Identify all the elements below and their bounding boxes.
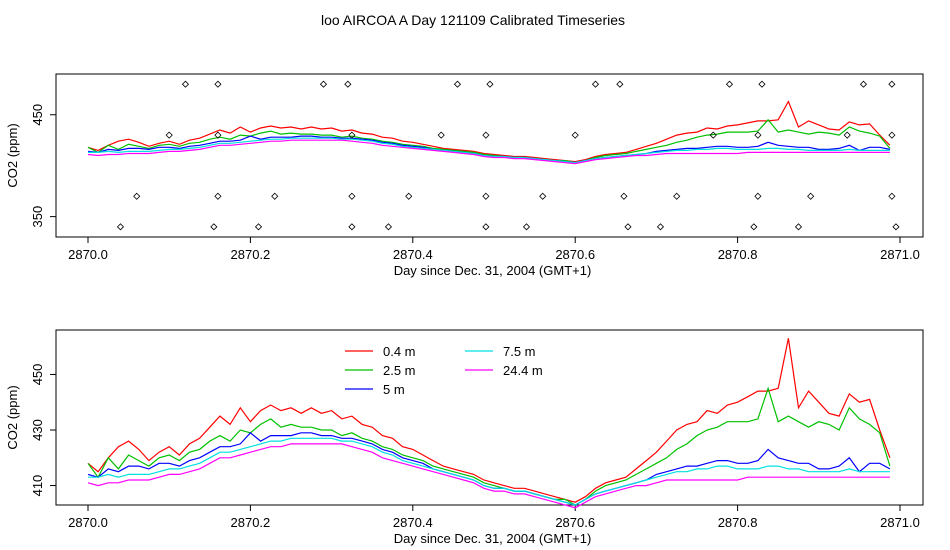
y-tick-label: 430 [30,419,45,441]
chart-title: loo AIRCOA A Day 121109 Calibrated Times… [321,12,625,28]
x-axis-label: Day since Dec. 31, 2004 (GMT+1) [394,263,592,278]
data-marker [165,131,173,139]
data-marker [453,80,462,88]
series-line-1 [87,118,891,164]
x-tick-label: 2870.4 [393,515,433,530]
data-marker [616,80,624,88]
x-tick-label: 2870.2 [231,515,271,530]
bottom-panel: 2870.0 2870.2 2870.4 2870.6 2870.8 2871.0 410 4… [5,329,924,546]
data-marker [888,131,896,139]
x-tick-label: 2870.0 [68,247,108,262]
x-tick-label: 2870.6 [555,515,595,530]
y-tick-label: 350 [30,206,45,228]
data-marker [319,80,328,88]
data-marker [624,223,632,231]
x-tick-label: 2870.0 [68,515,108,530]
data-marker [591,80,600,88]
data-marker [344,80,352,88]
data-marker [482,223,490,231]
data-marker [482,131,490,139]
data-marker [794,223,803,231]
series-line-4 [87,139,890,165]
x-tick-label: 2870.6 [555,247,595,262]
y-tick-label: 410 [30,475,45,497]
legend-label: 24.4 m [503,363,543,378]
series-line-1 [87,386,891,506]
data-marker [210,223,218,231]
series-line-3 [88,437,890,506]
data-marker [571,131,579,139]
data-marker [807,192,815,200]
data-marker [725,80,734,88]
data-marker [348,192,356,200]
data-marker [384,223,393,231]
data-marker [888,192,896,200]
data-marker [116,223,125,231]
data-marker [214,80,222,88]
data-marker [214,192,222,200]
series-line-0 [87,338,891,503]
x-axis-label: Day since Dec. 31, 2004 (GMT+1) [394,531,592,546]
x-tick-label: 2871.0 [880,515,920,530]
data-marker [437,131,445,139]
data-marker [133,192,141,200]
data-marker [859,80,868,88]
data-marker [754,131,762,139]
data-marker [522,223,531,231]
legend-label: 2.5 m [383,363,416,378]
data-marker [348,223,356,231]
series-line-4 [87,443,890,509]
x-tick-label: 2870.2 [231,247,271,262]
series-line-0 [87,100,891,163]
legend-label: 7.5 m [503,344,536,359]
plot-frame [55,73,924,238]
data-marker [673,192,681,200]
y-tick-label: 450 [30,364,45,386]
data-marker [892,223,900,231]
data-marker [620,192,628,200]
data-marker [214,131,222,139]
data-marker [888,80,896,88]
data-marker [482,192,490,200]
data-marker [656,223,665,231]
top-panel: 2870.0 2870.2 2870.4 2870.6 2870.8 2871.0 350 4… [5,73,924,278]
data-marker [271,192,279,200]
data-marker [758,80,766,88]
plot-frame [55,329,924,506]
data-marker [486,80,494,88]
y-tick-label: 450 [30,104,45,126]
data-marker [348,131,356,139]
data-marker [754,192,762,200]
x-tick-label: 2870.4 [393,247,433,262]
x-tick-label: 2871.0 [880,247,920,262]
data-marker [750,223,758,231]
x-tick-label: 2870.8 [718,247,758,262]
x-tick-label: 2870.8 [718,515,758,530]
series-line-2 [87,431,891,506]
data-marker [709,131,717,139]
y-axis-label: CO2 (ppm) [5,123,20,187]
legend-label: 0.4 m [383,344,416,359]
data-marker [843,131,851,139]
series-line-3 [88,137,890,164]
legend-label: 5 m [383,382,405,397]
data-marker [405,192,413,200]
data-marker [539,192,547,200]
data-marker [181,80,190,88]
data-marker [254,223,263,231]
y-axis-label: CO2 (ppm) [5,385,20,449]
